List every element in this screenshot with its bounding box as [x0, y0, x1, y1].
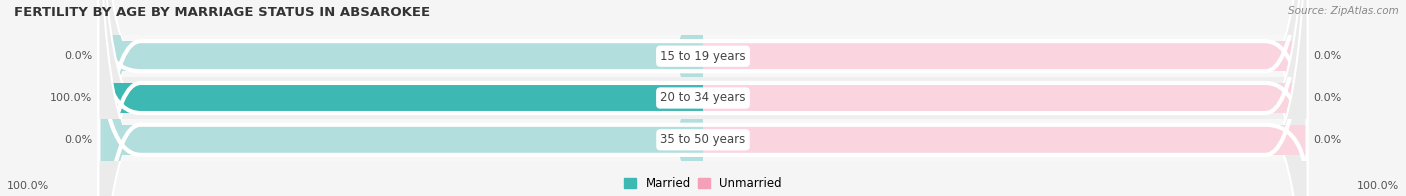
Text: 35 to 50 years: 35 to 50 years [661, 133, 745, 146]
Text: 100.0%: 100.0% [1357, 181, 1399, 191]
FancyBboxPatch shape [98, 0, 1308, 196]
Text: 100.0%: 100.0% [7, 181, 49, 191]
Text: 20 to 34 years: 20 to 34 years [661, 92, 745, 104]
FancyBboxPatch shape [98, 0, 703, 196]
Bar [98, 41, 703, 71]
Legend: Married, Unmarried: Married, Unmarried [624, 177, 782, 190]
Bar [703, 83, 1308, 113]
Text: 0.0%: 0.0% [65, 135, 93, 145]
Text: 0.0%: 0.0% [65, 51, 93, 61]
Bar [98, 125, 703, 155]
Text: FERTILITY BY AGE BY MARRIAGE STATUS IN ABSAROKEE: FERTILITY BY AGE BY MARRIAGE STATUS IN A… [14, 6, 430, 19]
Bar [98, 83, 703, 113]
FancyBboxPatch shape [98, 0, 1308, 196]
Text: 0.0%: 0.0% [1313, 51, 1341, 61]
FancyBboxPatch shape [98, 0, 1308, 196]
Text: 100.0%: 100.0% [51, 93, 93, 103]
Bar [703, 125, 1308, 155]
Text: 0.0%: 0.0% [1313, 135, 1341, 145]
FancyBboxPatch shape [98, 0, 703, 196]
Text: 15 to 19 years: 15 to 19 years [661, 50, 745, 63]
Text: 0.0%: 0.0% [1313, 93, 1341, 103]
Text: Source: ZipAtlas.com: Source: ZipAtlas.com [1288, 6, 1399, 16]
Bar [703, 41, 1308, 71]
